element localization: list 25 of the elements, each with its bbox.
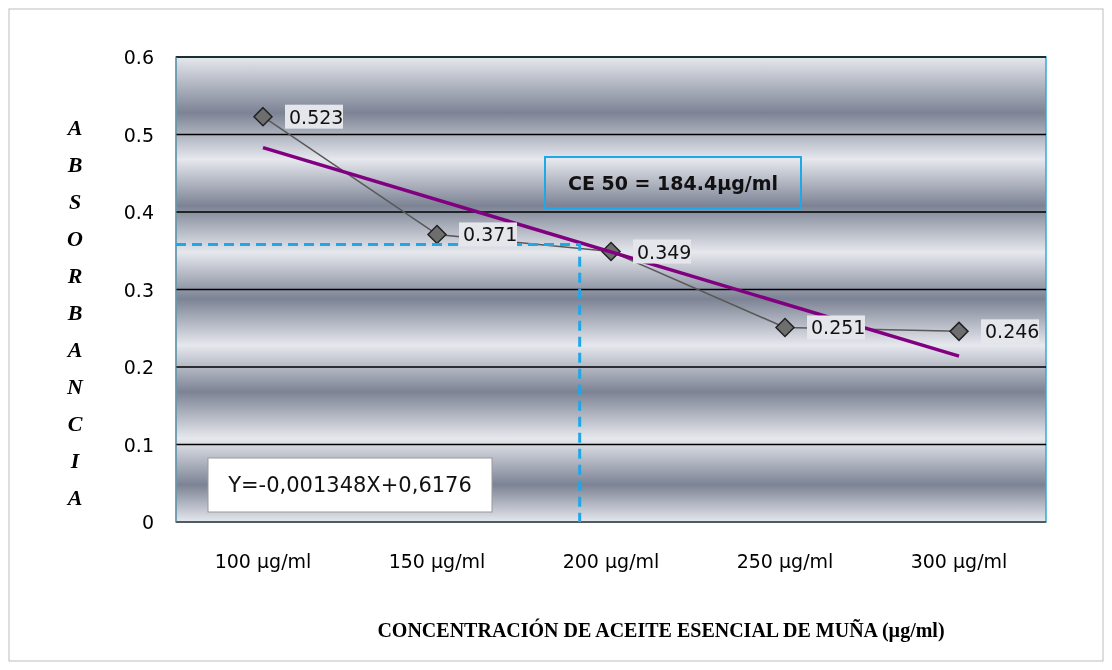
x-axis-title: CONCENTRACIÓN DE ACEITE ESENCIAL DE MUÑA (µg/ml)	[377, 618, 945, 642]
data-label: 0.251	[811, 316, 866, 339]
point	[775, 317, 795, 338]
data-label: 0.349	[637, 240, 692, 263]
point	[253, 106, 273, 127]
text: ABSORBANCIA	[67, 115, 83, 510]
y-tick-label: 0.6	[123, 46, 154, 68]
data-label: 0.523	[289, 105, 344, 128]
data-label: 0.371	[463, 223, 518, 246]
y-tick-label: 0.4	[123, 201, 154, 223]
y-tick-label: 0.3	[123, 278, 154, 301]
point	[427, 224, 447, 245]
annotation: Y=-0,001348X+0,6176	[227, 473, 472, 497]
x-tick-label: 250 µg/ml	[736, 550, 834, 572]
data-label: 0.246	[985, 320, 1040, 343]
y-tick-label: 0.5	[123, 123, 154, 146]
point	[949, 321, 969, 342]
y-tick-label: 0	[141, 511, 154, 533]
x-tick-label: 200 µg/ml	[562, 550, 660, 572]
y-tick-label: 0.1	[123, 433, 154, 456]
x-tick-label: 100 µg/ml	[214, 550, 312, 572]
x-tick-label: 300 µg/ml	[910, 550, 1008, 572]
x-tick-label: 150 µg/ml	[388, 550, 486, 572]
y-tick-label: 0.2	[123, 356, 154, 378]
annotation: CE 50 = 184.4µg/ml	[567, 171, 779, 194]
